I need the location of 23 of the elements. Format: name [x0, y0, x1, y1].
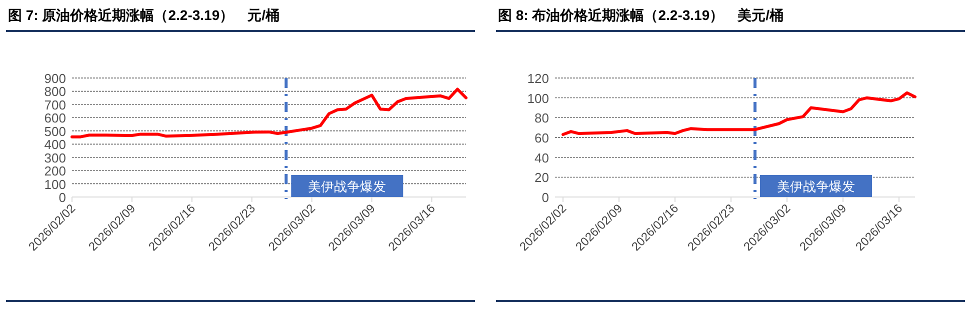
y-tick-label: 500 — [44, 124, 66, 139]
y-tick-label: 100 — [44, 176, 66, 192]
chart-title: 图 7: 原油价格近期涨幅（2.2-3.19） 元/桶 — [8, 7, 280, 23]
y-tick-label: 200 — [44, 164, 66, 179]
y-tick-label: 20 — [534, 170, 549, 186]
y-tick-label: 100 — [527, 90, 549, 106]
y-tick-label: 800 — [44, 84, 66, 100]
chart-title: 图 8: 布油价格近期涨幅（2.2-3.19） 美元/桶 — [498, 7, 784, 23]
y-tick-label: 900 — [44, 71, 66, 86]
y-tick-label: 120 — [527, 71, 549, 86]
y-tick-label: 0 — [58, 190, 66, 205]
y-tick-label: 700 — [44, 97, 66, 112]
y-tick-label: 600 — [44, 110, 66, 126]
line-series — [562, 91, 916, 136]
y-tick-label: 400 — [44, 137, 66, 152]
y-tick-label: 40 — [534, 150, 549, 166]
ref-line-label: 美伊战争爆发 — [308, 179, 386, 194]
y-tick-label: 80 — [534, 110, 549, 126]
ref-line-label: 美伊战争爆发 — [777, 179, 855, 194]
y-tick-label: 60 — [534, 130, 549, 146]
line-series — [70, 88, 468, 138]
y-tick-label: 0 — [542, 190, 549, 205]
y-tick-label: 300 — [44, 150, 66, 166]
